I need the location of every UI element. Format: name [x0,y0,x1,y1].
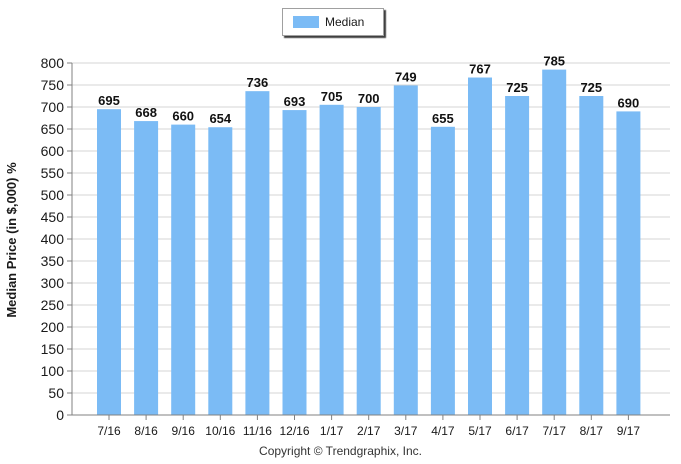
bar [542,69,567,415]
data-label: 655 [432,111,454,126]
y-tick-label: 0 [56,407,64,423]
x-tick-label: 4/17 [431,424,455,438]
data-label: 695 [98,93,120,108]
y-axis-label: Median Price (in $,000) % [4,162,19,318]
y-tick-label: 300 [41,275,65,291]
data-labels: 695 668 660 654 736 693 705 700 749 655 767 725 785 7… [98,54,639,127]
data-label: 654 [209,111,231,126]
data-label: 690 [618,95,640,110]
y-tick-label: 200 [41,319,65,335]
y-tick-label: 800 [41,55,65,71]
x-tick-label: 11/16 [243,424,272,438]
bar [505,96,530,415]
bar [171,124,196,415]
x-tick-label: 3/17 [394,424,418,438]
data-label: 725 [580,80,602,95]
y-tick-label: 150 [41,341,65,357]
y-tick-label: 650 [41,121,65,137]
x-tick-label: 10/16 [205,424,235,438]
y-tick-label: 700 [41,99,65,115]
data-label: 705 [321,89,343,104]
legend-label: Median [325,15,365,29]
bars [97,69,641,416]
y-tick-label: 600 [41,143,65,159]
legend-swatch [293,16,319,28]
x-tick-label: 7/17 [543,424,567,438]
bar [356,107,381,415]
bar [468,77,492,416]
data-label: 767 [469,62,491,77]
y-tick-label: 50 [48,385,64,401]
x-tick-label: 7/16 [97,424,121,438]
data-label: 785 [543,54,565,69]
bar [430,126,455,416]
legend: Median [282,8,384,36]
bar [393,85,418,415]
x-tick-label: 1/17 [320,424,344,438]
data-label: 660 [172,109,194,124]
x-tick-label: 2/17 [357,424,381,438]
x-tick-label: 9/16 [172,424,196,438]
y-tick-label: 550 [41,165,65,181]
y-tick-label: 400 [41,231,65,247]
copyright-text: Copyright © Trendgraphix, Inc. [259,444,422,458]
data-label: 668 [135,105,157,120]
bar [97,109,121,415]
bar [579,96,604,415]
x-tick-label: 8/16 [134,424,158,438]
bar [616,111,641,416]
y-tick-label: 250 [41,297,65,313]
bar [245,91,270,415]
data-label: 700 [358,91,380,106]
x-tick-label: 6/17 [505,424,529,438]
x-axis-ticks: 7/16 8/16 9/16 10/16 11/16 12/16 1/17 2/17 3/17 4… [97,415,640,438]
x-tick-label: 12/16 [279,424,309,438]
y-tick-label: 100 [41,363,65,379]
bar [319,104,344,416]
x-tick-label: 5/17 [468,424,492,438]
bar [134,121,159,415]
y-tick-label: 750 [41,77,65,93]
data-label: 725 [506,80,528,95]
data-label: 693 [284,94,306,109]
bar [208,127,233,416]
data-label: 736 [247,75,269,90]
y-tick-label: 500 [41,187,65,203]
y-axis-ticks: 0 50 100 150 200 250 300 350 400 450 500 550 600 650 7… [41,55,72,423]
y-tick-label: 450 [41,209,65,225]
y-tick-label: 350 [41,253,65,269]
x-tick-label: 8/17 [580,424,604,438]
data-label: 749 [395,69,417,84]
x-tick-label: 9/17 [617,424,641,438]
bar [282,110,307,415]
